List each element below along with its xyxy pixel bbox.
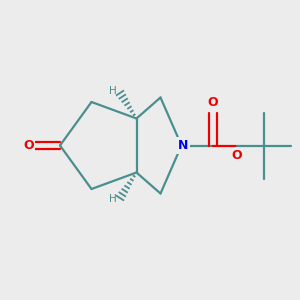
Text: H: H — [109, 194, 116, 205]
Text: O: O — [23, 139, 34, 152]
Text: O: O — [208, 96, 218, 109]
Text: O: O — [232, 149, 242, 162]
Text: H: H — [109, 86, 116, 97]
Text: N: N — [178, 139, 188, 152]
